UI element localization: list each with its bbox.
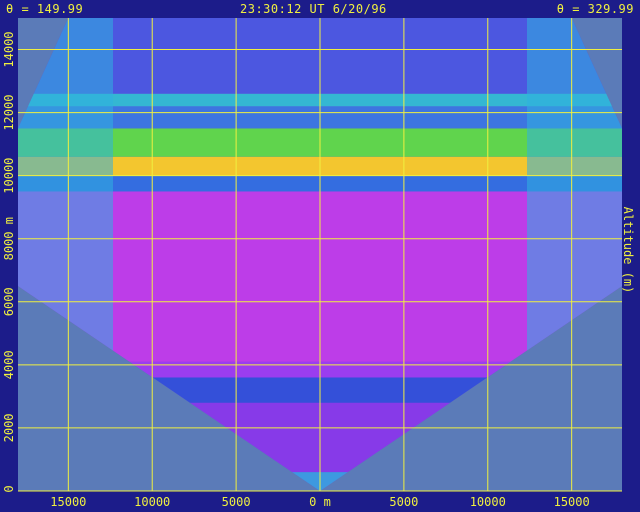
y-tick-label: 10000 xyxy=(2,158,16,194)
y-tick-label: 6000 xyxy=(2,287,16,316)
y-tick-label: 14000 xyxy=(2,31,16,67)
x-tick-label: 10000 xyxy=(470,495,506,509)
x-tick-label: 0 m xyxy=(309,495,331,509)
x-tick-label: 15000 xyxy=(554,495,590,509)
y-tick-label: 8000 m xyxy=(2,217,16,260)
y-tick-label: 0 xyxy=(2,485,16,492)
x-tick-label: 5000 xyxy=(222,495,251,509)
x-tick-label: 5000 xyxy=(389,495,418,509)
x-tick-label: 10000 xyxy=(134,495,170,509)
x-tick-label: 15000 xyxy=(50,495,86,509)
grid-lines xyxy=(18,18,622,492)
x-tick-labels: 15000 10000 5000 0 m 5000 10000 15000 xyxy=(50,495,589,509)
y-tick-label: 4000 xyxy=(2,350,16,379)
scan-angle-right: θ = 329.99 xyxy=(556,2,634,16)
timestamp: 23:30:12 UT 6/20/96 xyxy=(240,2,387,16)
y-axis-label: Altitude (m) xyxy=(621,206,635,294)
scan-angle-left: θ = 149.99 xyxy=(6,2,84,16)
y-tick-label: 12000 xyxy=(2,95,16,131)
y-tick-labels: 0 2000 4000 6000 8000 m 10000 12000 14000 xyxy=(2,31,16,492)
y-tick-label: 2000 xyxy=(2,413,16,442)
